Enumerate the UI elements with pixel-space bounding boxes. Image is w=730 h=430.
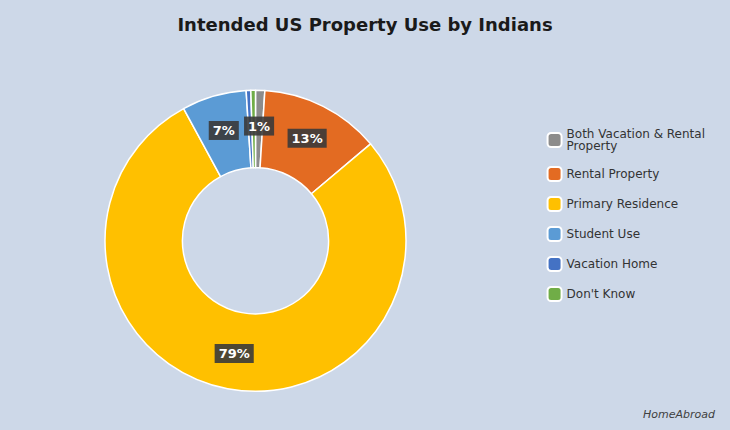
svg-text:Student Use: Student Use xyxy=(567,227,640,241)
svg-text:7%: 7% xyxy=(213,123,235,138)
svg-text:1%: 1% xyxy=(248,119,270,134)
svg-text:Both Vacation & Rental: Both Vacation & Rental xyxy=(566,127,705,141)
svg-text:79%: 79% xyxy=(219,346,250,361)
svg-text:HomeAbroad: HomeAbroad xyxy=(643,408,716,421)
svg-text:Rental Property: Rental Property xyxy=(567,167,660,181)
svg-text:Intended US Property Use by In: Intended US Property Use by Indians xyxy=(177,14,552,35)
svg-text:Property: Property xyxy=(567,139,618,153)
svg-text:Don't Know: Don't Know xyxy=(567,287,636,301)
svg-text:13%: 13% xyxy=(292,131,323,146)
svg-text:Vacation Home: Vacation Home xyxy=(567,257,658,271)
svg-text:Primary Residence: Primary Residence xyxy=(567,197,679,211)
